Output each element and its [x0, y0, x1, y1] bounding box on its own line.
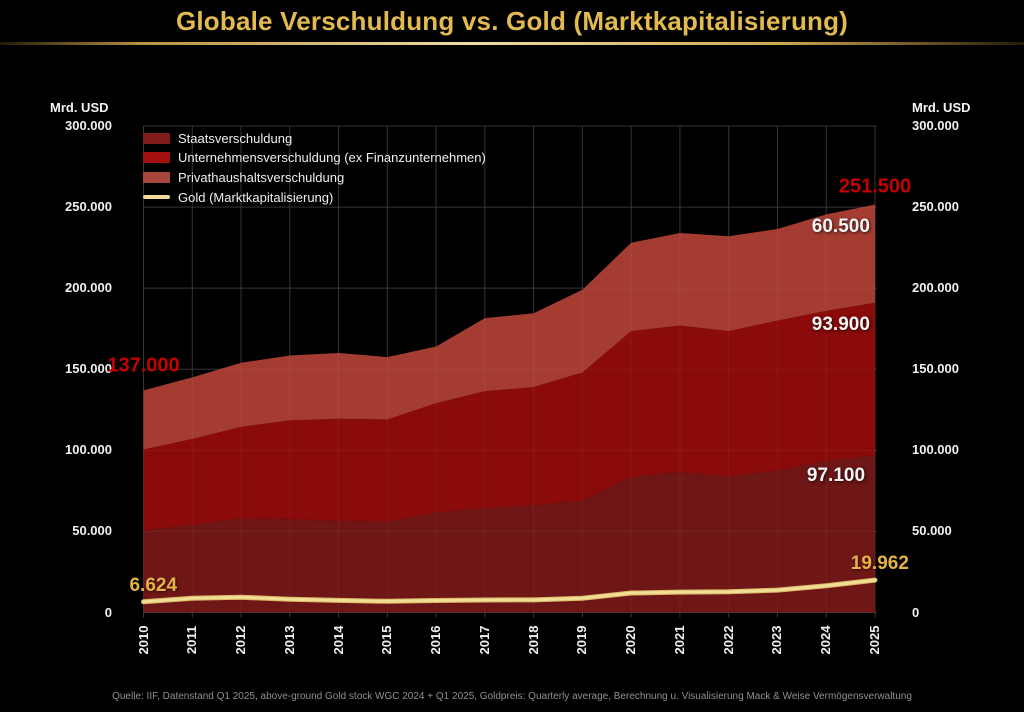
legend-label: Gold (Marktkapitalisierung)	[178, 189, 334, 205]
annotation-6624: 6.624	[129, 574, 178, 596]
legend-label: Privathaushaltsverschuldung	[178, 169, 345, 185]
x-axis-year-label: 2020	[623, 625, 639, 655]
annotation-97100: 97.100	[806, 465, 866, 487]
right-axis-tick-label: 0	[912, 604, 920, 620]
annotation-137000: 137.000	[107, 354, 180, 377]
legend-item: Privathaushaltsverschuldung	[143, 169, 344, 185]
legend-item: Gold (Marktkapitalisierung)	[143, 189, 333, 205]
right-axis-title: Mrd. USD	[912, 100, 971, 115]
x-axis-year-label: 2016	[428, 625, 444, 655]
legend-color-swatch	[143, 132, 170, 144]
x-axis-year-label: 2012	[233, 625, 249, 655]
x-axis-year-label: 2018	[525, 625, 541, 655]
gridlines-overlay	[143, 125, 877, 613]
legend-color-swatch	[143, 152, 170, 164]
left-axis-tick-label: 300.000	[65, 118, 112, 133]
left-axis-title: Mrd. USD	[50, 100, 109, 115]
left-axis-tick-label: 250.000	[65, 199, 112, 215]
area-staatsverschuldung	[143, 455, 875, 613]
left-axis-tick-label: 150.000	[65, 361, 112, 377]
x-axis-year-label: 2025	[866, 625, 882, 655]
right-axis-tick-label: 150.000	[912, 361, 959, 377]
x-axis-year-label: 2022	[720, 625, 736, 655]
annotation-93900: 93.900	[811, 313, 870, 335]
left-axis-tick-label: 100.000	[65, 442, 112, 458]
right-axis-tick-label: 200.000	[912, 280, 959, 296]
right-axis-tick-label: 300.000	[912, 118, 959, 133]
chart-title: Globale Verschuldung vs. Gold (Marktkapi…	[175, 6, 849, 36]
x-axis-year-label: 2014	[330, 625, 346, 655]
annotation-60500: 60.500	[811, 215, 870, 237]
area-privathaushaltsverschuldung	[143, 204, 875, 450]
right-axis-tick-label: 100.000	[912, 442, 959, 458]
annotation-251500: 251.500	[838, 175, 912, 198]
legend-color-swatch	[143, 171, 170, 183]
x-axis-year-label: 2024	[818, 625, 834, 655]
left-axis-tick-label: 200.000	[65, 280, 112, 296]
x-axis-year-label: 2015	[379, 625, 395, 655]
annotation-19962: 19.962	[850, 552, 909, 574]
x-axis-year-label: 2011	[184, 625, 200, 655]
title-separator-rule	[0, 42, 1024, 45]
gold-line	[142, 578, 877, 604]
legend-item: Unternehmensverschuldung (ex Finanzunter…	[143, 150, 486, 166]
legend-label: Staatsverschuldung	[178, 130, 293, 146]
legend-item: Staatsverschuldung	[143, 130, 292, 146]
area-unternehmensverschuldung	[143, 302, 875, 531]
left-axis-tick-label: 0	[104, 604, 112, 620]
x-axis-year-label: 2023	[769, 625, 785, 655]
right-axis-tick-label: 250.000	[912, 199, 959, 215]
right-axis-tick-label: 50.000	[912, 523, 952, 539]
x-axis-year-label: 2017	[476, 625, 492, 655]
legend-line-marker	[143, 195, 170, 200]
x-axis-year-label: 2021	[671, 625, 687, 655]
x-axis-year-label: 2013	[281, 625, 297, 655]
x-axis-year-label: 2019	[574, 625, 590, 655]
legend-label: Unternehmensverschuldung (ex Finanzunter…	[178, 150, 486, 166]
x-axis-year-label: 2010	[135, 625, 151, 655]
left-axis-tick-label: 50.000	[72, 523, 112, 539]
source-note: Quelle: IIF, Datenstand Q1 2025, above-g…	[112, 691, 912, 702]
